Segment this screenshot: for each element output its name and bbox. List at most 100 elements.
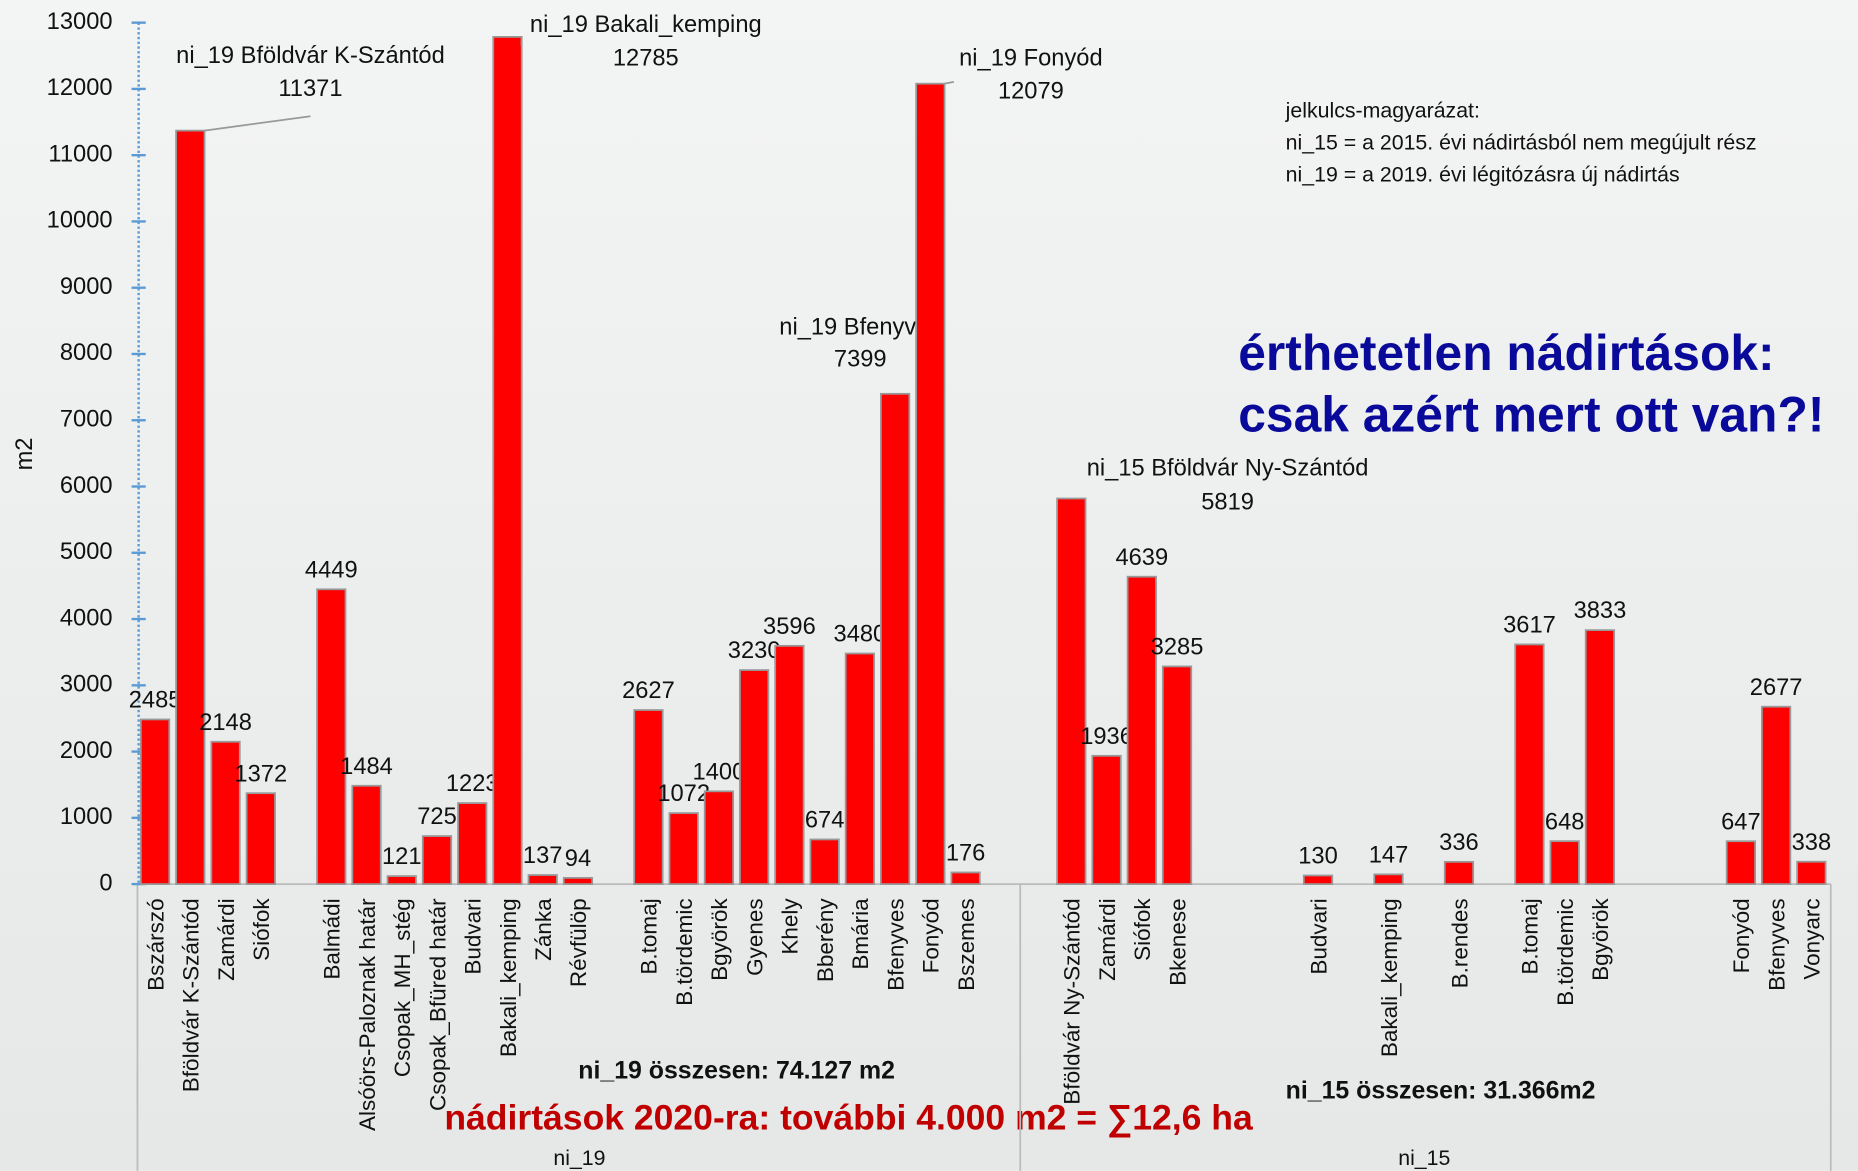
x-tick-label: Gyenes xyxy=(742,898,767,976)
x-tick-label: Csopak_MH_stég xyxy=(390,898,415,1077)
x-tick-label: Bberény xyxy=(813,898,838,983)
data-label: 11371 xyxy=(278,76,342,102)
leader-line xyxy=(944,81,955,85)
data-label: 5819 xyxy=(1201,490,1254,516)
data-label: 648 xyxy=(1545,809,1585,835)
data-label: 4639 xyxy=(1115,545,1168,571)
headline: érthetetlen nádirtások: xyxy=(1238,325,1774,381)
x-tick-label: Siófok xyxy=(249,898,274,961)
bar xyxy=(703,790,735,885)
bar xyxy=(316,588,347,885)
callout-label: ni_19 Bakali_kemping xyxy=(530,12,762,38)
data-label: 647 xyxy=(1721,809,1761,835)
bar xyxy=(1373,873,1404,885)
data-label: 3617 xyxy=(1503,613,1556,639)
x-tick-label: Bszemes xyxy=(954,898,979,991)
data-label: 1400 xyxy=(693,759,746,785)
bar xyxy=(1443,860,1475,885)
x-tick-label: Csopak_Bfüred határ xyxy=(425,898,450,1111)
group-total: ni_15 összesen: 31.366m2 xyxy=(1286,1077,1596,1105)
bar xyxy=(1796,860,1827,885)
bar xyxy=(1549,840,1580,885)
bar xyxy=(1725,840,1756,885)
x-tick-label: Zamárdi xyxy=(1095,898,1120,981)
leader-line xyxy=(204,115,311,132)
bar xyxy=(668,812,699,885)
bar xyxy=(175,129,206,885)
legend-note: ni_15 = a 2015. évi nádirtásból nem megú… xyxy=(1286,130,1757,154)
group-label: ni_15 xyxy=(1398,1146,1450,1170)
y-tick-label: 4000 xyxy=(60,605,113,631)
bar xyxy=(351,784,382,885)
x-tick-label: Fonyód xyxy=(919,898,944,973)
data-label: 1072 xyxy=(657,781,710,807)
callout-label: ni_19 Bfenyves xyxy=(779,314,941,340)
x-tick-label: Khely xyxy=(778,898,803,955)
x-tick-label: Bakali_kemping xyxy=(496,898,521,1057)
bar xyxy=(880,392,911,885)
bar xyxy=(739,669,770,885)
callout-label: ni_15 Bföldvár Ny-Szántód xyxy=(1087,455,1369,481)
bar xyxy=(562,876,594,885)
callout-label: ni_19 Bföldvár K-Szántód xyxy=(176,43,445,69)
x-tick-label: B.tomaj xyxy=(637,898,662,974)
data-label: 2148 xyxy=(199,710,252,736)
bar xyxy=(633,709,664,885)
data-label: 338 xyxy=(1792,830,1832,856)
data-label: 3230 xyxy=(728,638,781,664)
data-label: 2627 xyxy=(622,678,675,704)
bar xyxy=(1514,643,1545,885)
bar xyxy=(386,875,417,885)
bar xyxy=(774,644,805,885)
x-tick-label: Alsóörs-Paloznak határ xyxy=(355,898,380,1131)
bar xyxy=(527,874,558,885)
x-tick-label: Zamárdi xyxy=(214,898,239,981)
footer-note: nádirtások 2020-ra: további 4.000 m2 = ∑… xyxy=(444,1097,1253,1137)
x-tick-label: Bfenyves xyxy=(1764,898,1789,991)
data-label: 147 xyxy=(1369,843,1409,869)
data-label: 674 xyxy=(805,808,845,834)
x-tick-label: Bgyörök xyxy=(707,898,732,981)
y-tick-label: 6000 xyxy=(60,473,113,499)
bar xyxy=(915,82,946,885)
data-label: 4449 xyxy=(305,557,358,583)
x-tick-label: Bkenese xyxy=(1165,898,1190,986)
legend-note: ni_19 = a 2019. évi légitózásra új nádir… xyxy=(1286,162,1680,186)
y-tick-label: 8000 xyxy=(60,340,113,366)
callout-label: ni_19 Fonyód xyxy=(959,45,1103,71)
bar xyxy=(210,740,241,885)
x-tick-label: Balmádi xyxy=(320,898,345,979)
bar xyxy=(245,792,276,885)
bar xyxy=(844,652,875,885)
group-total: ni_19 összesen: 74.127 m2 xyxy=(578,1056,895,1084)
data-label: 7399 xyxy=(834,346,887,372)
bar xyxy=(809,838,840,885)
y-tick-label: 5000 xyxy=(60,539,113,565)
x-tick-label: Bgyörök xyxy=(1588,898,1613,981)
bar xyxy=(1091,754,1122,885)
bar xyxy=(421,835,453,885)
x-tick-label: Bfenyves xyxy=(883,898,908,991)
x-tick-label: Bakali_kemping xyxy=(1377,898,1402,1057)
x-tick-label: Bmária xyxy=(848,898,873,970)
data-label: 725 xyxy=(417,804,457,830)
y-tick-label: 11000 xyxy=(48,141,112,167)
data-label: 3480 xyxy=(834,622,887,648)
x-tick-label: Budvari xyxy=(1306,898,1331,974)
x-tick-label: B.tördemic xyxy=(1553,898,1578,1006)
data-label: 12079 xyxy=(998,78,1064,104)
bar xyxy=(1161,665,1193,885)
data-label: 94 xyxy=(565,846,591,872)
data-label: 121 xyxy=(382,844,422,870)
bar xyxy=(492,36,523,885)
y-axis-label: m2 xyxy=(12,438,38,471)
data-label: 176 xyxy=(946,841,986,867)
x-tick-label: Vonyarc xyxy=(1800,898,1825,979)
x-tick-label: Bföldvár K-Szántód xyxy=(179,898,204,1092)
bar xyxy=(1584,629,1616,885)
y-tick-label: 7000 xyxy=(60,407,113,433)
x-tick-label: Bszárszó xyxy=(143,898,168,991)
bar xyxy=(1056,497,1087,885)
data-label: 2677 xyxy=(1750,675,1803,701)
